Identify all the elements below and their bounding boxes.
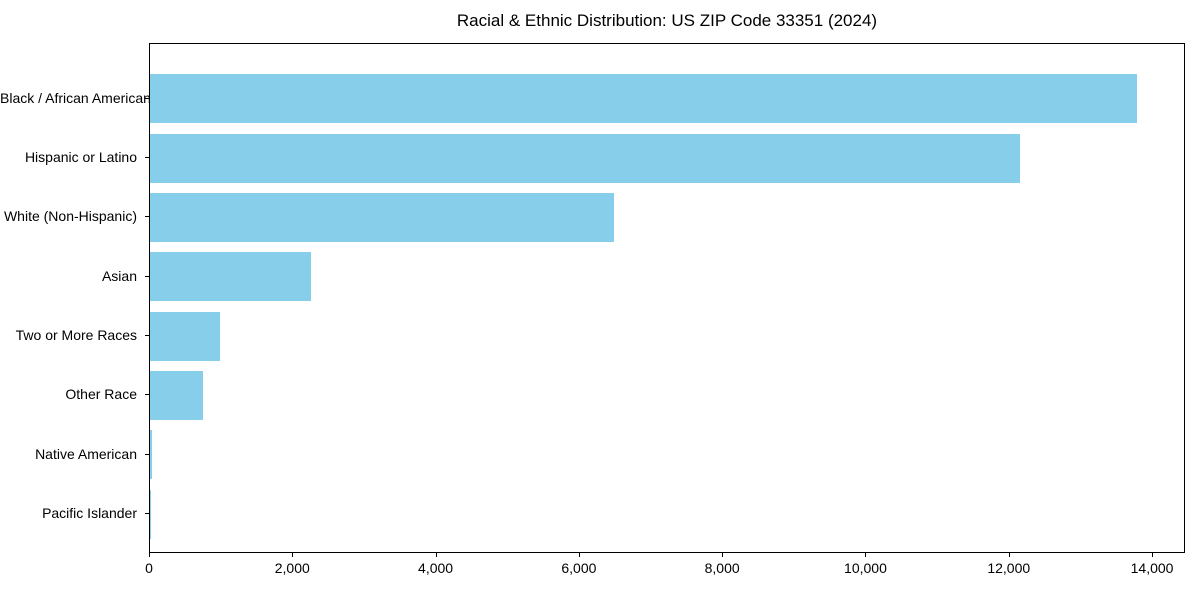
x-tick-label: 2,000 — [274, 560, 310, 576]
x-tick-mark — [865, 553, 867, 557]
x-tick-label: 4,000 — [418, 560, 454, 576]
chart-title: Racial & Ethnic Distribution: US ZIP Cod… — [456, 11, 878, 30]
y-tick-label: Black / African American — [0, 89, 151, 106]
y-tick-mark — [145, 157, 149, 159]
bar-hispanic-or-latino — [150, 133, 1020, 183]
bar-white-non-hispanic — [150, 192, 614, 242]
x-tick-label: 12,000 — [987, 560, 1031, 576]
y-tick-mark — [145, 275, 149, 277]
x-tick-label: 8,000 — [704, 560, 740, 576]
x-tick-mark — [578, 553, 580, 557]
x-tick-label: 6,000 — [561, 560, 597, 576]
y-tick-mark — [145, 216, 149, 218]
plot-area — [149, 43, 1185, 553]
bar-other-race — [150, 370, 203, 420]
x-tick-mark — [149, 553, 150, 557]
bar-asian — [150, 252, 312, 302]
x-tick-mark — [435, 553, 437, 557]
bar-two-or-more-races — [150, 311, 221, 361]
y-tick-mark — [145, 513, 149, 514]
x-tick-mark — [1008, 553, 1010, 557]
y-tick-mark — [145, 335, 149, 337]
y-tick-label: Hispanic or Latino — [24, 149, 137, 166]
y-tick-label: Two or More Races — [15, 327, 137, 344]
bar-pacific-islander — [150, 489, 151, 539]
x-tick-label: 10,000 — [844, 560, 887, 576]
x-tick-mark — [722, 553, 724, 557]
y-tick-label: White (Non-Hispanic) — [3, 208, 137, 225]
y-tick-label: Pacific Islander — [42, 505, 137, 521]
y-tick-label: Native American — [35, 445, 137, 462]
x-tick-mark — [292, 553, 294, 557]
y-tick-mark — [145, 453, 149, 455]
bar-black-african-american — [150, 74, 1137, 124]
y-tick-mark — [145, 97, 149, 99]
y-tick-label: Asian — [101, 267, 137, 284]
x-tick-label: 14,000 — [1130, 560, 1174, 576]
x-tick-label: 0 — [145, 560, 153, 576]
y-tick-label: Other Race — [65, 386, 137, 403]
y-tick-mark — [145, 394, 149, 396]
bar-native-american — [150, 430, 152, 480]
x-tick-mark — [1152, 553, 1154, 557]
